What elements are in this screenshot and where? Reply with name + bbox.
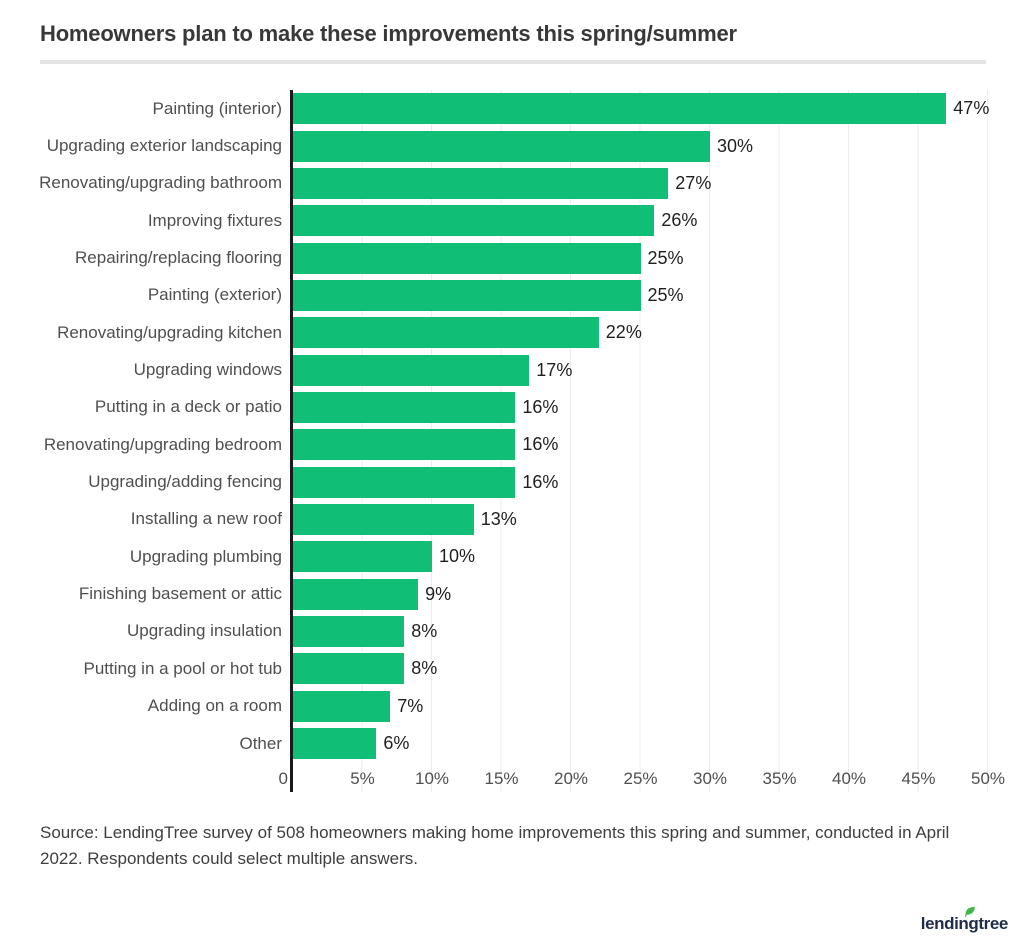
bar-chart: Painting (interior) Upgrading exterior la… xyxy=(39,90,1005,793)
category-label: Painting (interior) xyxy=(152,98,282,118)
chart-row: 8% xyxy=(293,613,988,650)
x-tick-label: 45% xyxy=(901,769,936,789)
category-label: Renovating/upgrading kitchen xyxy=(57,322,282,342)
bar xyxy=(293,354,530,386)
value-label: 9% xyxy=(425,583,452,604)
value-label: 17% xyxy=(536,359,573,380)
x-tick-label: 20% xyxy=(553,769,589,789)
bar xyxy=(293,317,599,349)
chart-row: 10% xyxy=(293,538,988,575)
x-tick-label: 25% xyxy=(623,769,658,789)
category-label: Improving fixtures xyxy=(147,210,282,230)
bar xyxy=(293,167,669,199)
plot-area: 47% 30% 27% 26% 25% 25% 22% 17% 16% 16% 16% 13% 10% 9… xyxy=(279,90,1005,793)
chart-row: 30% xyxy=(293,127,988,164)
value-label: 13% xyxy=(480,508,517,529)
chart-row: 25% xyxy=(293,277,988,314)
bar xyxy=(293,279,641,311)
value-label: 16% xyxy=(522,434,559,455)
bar xyxy=(293,503,474,535)
bar xyxy=(293,690,391,722)
value-label: 8% xyxy=(411,658,438,679)
category-label: Putting in a pool or hot tub xyxy=(83,658,282,678)
x-tick-label: 0 xyxy=(278,769,288,789)
chart-row: 16% xyxy=(293,463,988,500)
chart-row: 9% xyxy=(293,575,988,612)
logo-text: lendingtree xyxy=(921,906,1008,934)
category-label: Putting in a deck or patio xyxy=(94,397,282,417)
chart-row: 16% xyxy=(293,389,988,426)
value-label: 25% xyxy=(647,284,684,305)
category-label: Upgrading/adding fencing xyxy=(88,472,282,492)
chart-row: 6% xyxy=(293,725,988,762)
category-label: Painting (exterior) xyxy=(147,285,282,305)
lendingtree-logo: lendingtree xyxy=(921,906,1008,934)
category-label: Repairing/replacing flooring xyxy=(75,248,282,268)
title-divider xyxy=(40,60,986,64)
value-label: 16% xyxy=(522,471,559,492)
category-label: Adding on a room xyxy=(147,696,282,716)
x-axis: 0 5% 10% 15% 20% 25% 30% 35% 40% 45% 50% xyxy=(279,762,1005,792)
category-labels-column: Painting (interior) Upgrading exterior la… xyxy=(39,90,290,792)
chart-row: 16% xyxy=(293,426,988,463)
category-label: Finishing basement or attic xyxy=(78,584,282,604)
source-note: Source: LendingTree survey of 508 homeow… xyxy=(40,823,950,869)
value-label: 6% xyxy=(383,733,410,754)
chart-row: 25% xyxy=(293,239,988,276)
value-label: 7% xyxy=(397,695,424,716)
category-label: Upgrading insulation xyxy=(127,621,282,641)
chart-row: 47% xyxy=(293,90,990,127)
x-tick-label: 35% xyxy=(762,769,797,789)
chart-title: Homeowners plan to make these improvemen… xyxy=(40,21,737,46)
bar xyxy=(293,728,377,760)
category-label: Upgrading exterior landscaping xyxy=(46,136,282,156)
bar xyxy=(293,391,516,423)
bar xyxy=(293,615,405,647)
x-tick-label: 50% xyxy=(970,769,1006,789)
bar xyxy=(293,130,710,162)
value-label: 16% xyxy=(522,396,559,417)
value-label: 22% xyxy=(605,322,642,343)
bar xyxy=(293,466,516,498)
leaf-icon xyxy=(964,906,975,917)
category-label: Renovating/upgrading bedroom xyxy=(43,434,282,454)
chart-row: 17% xyxy=(293,351,988,388)
bar xyxy=(293,93,947,125)
x-tick-label: 5% xyxy=(350,769,375,789)
chart-row: 7% xyxy=(293,688,988,725)
category-label: Installing a new roof xyxy=(130,509,282,529)
x-tick-label: 15% xyxy=(484,769,519,789)
value-label: 25% xyxy=(647,247,684,268)
bar xyxy=(293,242,641,274)
bar xyxy=(293,429,516,461)
category-label: Upgrading plumbing xyxy=(129,546,282,566)
category-label: Upgrading windows xyxy=(133,360,282,380)
bar xyxy=(293,541,432,573)
chart-row: 22% xyxy=(293,314,988,351)
chart-row: 8% xyxy=(293,650,988,687)
bar xyxy=(293,653,405,685)
value-label: 10% xyxy=(439,546,476,567)
value-label: 30% xyxy=(717,135,754,156)
x-tick-label: 40% xyxy=(831,769,867,789)
bar xyxy=(293,578,419,610)
value-label: 8% xyxy=(411,620,438,641)
value-label: 26% xyxy=(661,210,698,231)
value-label: 27% xyxy=(675,172,712,193)
x-tick-label: 30% xyxy=(692,769,728,789)
category-label: Renovating/upgrading bathroom xyxy=(39,173,282,193)
category-label: Other xyxy=(239,733,282,753)
value-label: 47% xyxy=(953,98,990,119)
bar xyxy=(293,205,655,237)
x-tick-label: 10% xyxy=(414,769,450,789)
chart-row: 26% xyxy=(293,202,988,239)
chart-row: 27% xyxy=(293,165,988,202)
chart-row: 13% xyxy=(293,501,988,538)
